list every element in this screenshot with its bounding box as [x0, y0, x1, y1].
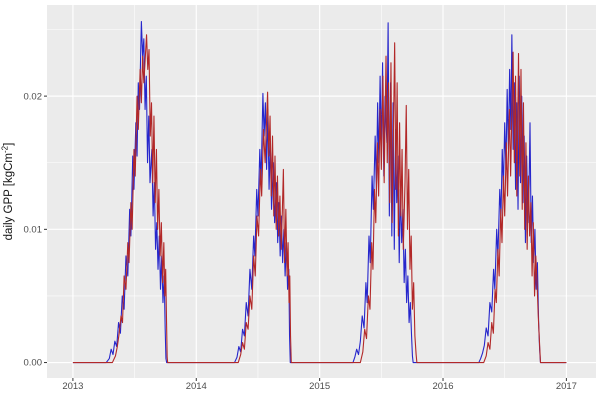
x-tick-label: 2013	[62, 381, 83, 392]
series-line-red	[72, 34, 567, 364]
y-axis-title: daily GPP [kgCm-2]	[1, 143, 16, 241]
x-tick-label: 2014	[186, 381, 207, 392]
y-tick-label: 0.00	[24, 358, 43, 369]
y-tick-label: 0.01	[24, 225, 43, 236]
series-line-blue	[72, 20, 567, 364]
x-tick-label: 2017	[556, 381, 577, 392]
x-tick-label: 2015	[309, 381, 330, 392]
y-tick-label: 0.02	[24, 91, 43, 102]
x-tick-label: 2016	[432, 381, 453, 392]
